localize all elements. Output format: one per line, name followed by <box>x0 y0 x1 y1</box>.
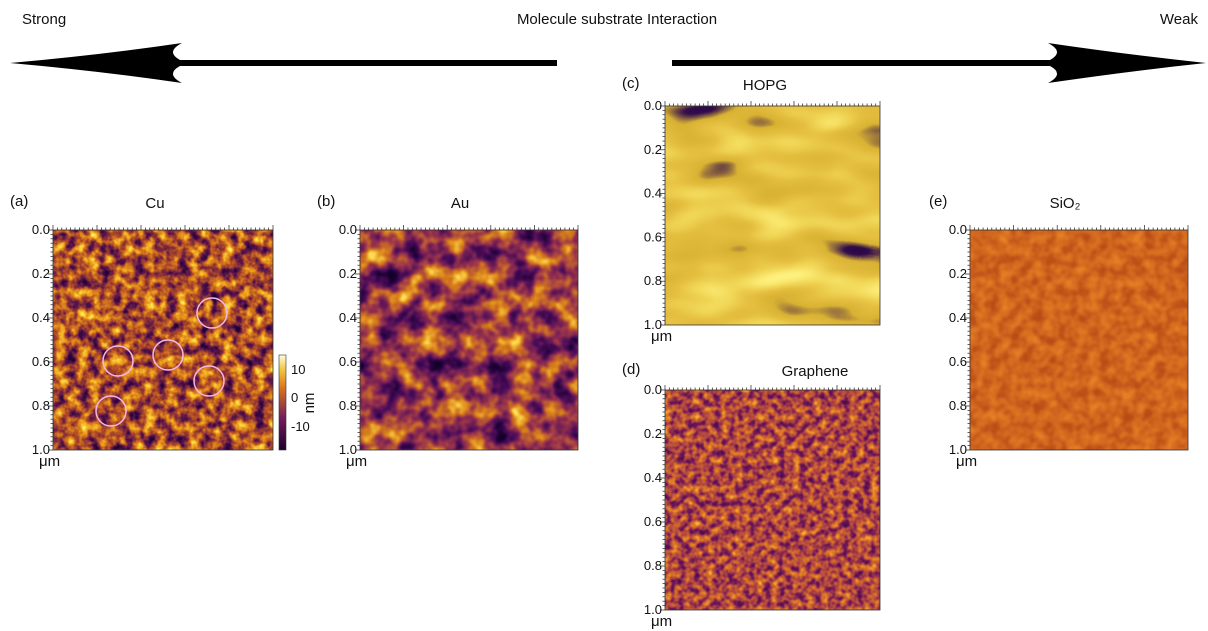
colorbar-tick-label: 0 <box>291 390 298 405</box>
axis-unit: μm <box>956 453 977 470</box>
y-tick-label: 0.6 <box>32 354 50 369</box>
y-tick-label: 1.0 <box>949 442 967 457</box>
highlight-circle <box>193 365 225 397</box>
strong-label: Strong <box>22 11 66 28</box>
panel-label: (c) <box>622 75 640 92</box>
colorbar <box>278 354 287 451</box>
afm-image <box>665 390 880 610</box>
y-tick-label: 0.4 <box>949 310 967 325</box>
y-tick-label: 0.2 <box>339 266 357 281</box>
y-tick-label: 0.0 <box>339 222 357 237</box>
panel-label: (a) <box>10 193 28 210</box>
y-tick-label: 1.0 <box>644 602 662 617</box>
y-tick-label: 0.0 <box>644 382 662 397</box>
y-tick-label: 0.6 <box>644 514 662 529</box>
y-tick-label: 0.4 <box>339 310 357 325</box>
axis-unit: μm <box>651 613 672 630</box>
y-tick-label: 0.4 <box>644 186 662 201</box>
y-tick-label: 0.0 <box>32 222 50 237</box>
axis-unit: μm <box>651 328 672 345</box>
right-arrow <box>672 43 1206 83</box>
panel-title: SiO₂ <box>1050 195 1081 212</box>
y-tick-label: 0.2 <box>644 426 662 441</box>
afm-image <box>665 106 880 325</box>
y-tick-label: 0.8 <box>32 398 50 413</box>
colorbar-tick-label: 10 <box>291 362 305 377</box>
highlight-circle <box>102 345 134 377</box>
panel-title: Cu <box>145 195 164 212</box>
colorbar-tick-label: -10 <box>291 419 310 434</box>
highlight-circle <box>95 395 127 427</box>
y-tick-label: 0.6 <box>644 229 662 244</box>
highlight-circle <box>196 297 228 329</box>
axis-unit: μm <box>39 453 60 470</box>
left-arrow <box>10 43 557 83</box>
y-tick-label: 0.4 <box>644 470 662 485</box>
y-tick-label: 0.0 <box>949 222 967 237</box>
weak-label: Weak <box>1160 11 1199 28</box>
y-tick-label: 0.0 <box>644 98 662 113</box>
y-tick-label: 0.2 <box>32 266 50 281</box>
axis-unit: μm <box>346 453 367 470</box>
panel-label: (e) <box>929 193 947 210</box>
y-tick-label: 0.8 <box>339 398 357 413</box>
panel-label: (b) <box>317 193 335 210</box>
highlight-circle <box>152 339 184 371</box>
y-tick-label: 0.8 <box>949 398 967 413</box>
panel-label: (d) <box>622 361 640 378</box>
y-tick-label: 1.0 <box>32 442 50 457</box>
panel-title: Graphene <box>782 363 849 380</box>
y-tick-label: 0.6 <box>339 354 357 369</box>
y-tick-label: 0.6 <box>949 354 967 369</box>
afm-image <box>970 230 1188 450</box>
y-tick-label: 1.0 <box>644 317 662 332</box>
panel-title: Au <box>451 195 469 212</box>
y-tick-label: 1.0 <box>339 442 357 457</box>
afm-image <box>53 230 273 450</box>
header-title: Molecule substrate Interaction <box>517 11 717 28</box>
panel-title: HOPG <box>743 77 787 94</box>
y-tick-label: 0.2 <box>644 142 662 157</box>
y-tick-label: 0.4 <box>32 310 50 325</box>
y-tick-label: 0.2 <box>949 266 967 281</box>
y-tick-label: 0.8 <box>644 273 662 288</box>
y-tick-label: 0.8 <box>644 558 662 573</box>
colorbar-unit: nm <box>301 393 318 414</box>
afm-image <box>360 230 578 450</box>
